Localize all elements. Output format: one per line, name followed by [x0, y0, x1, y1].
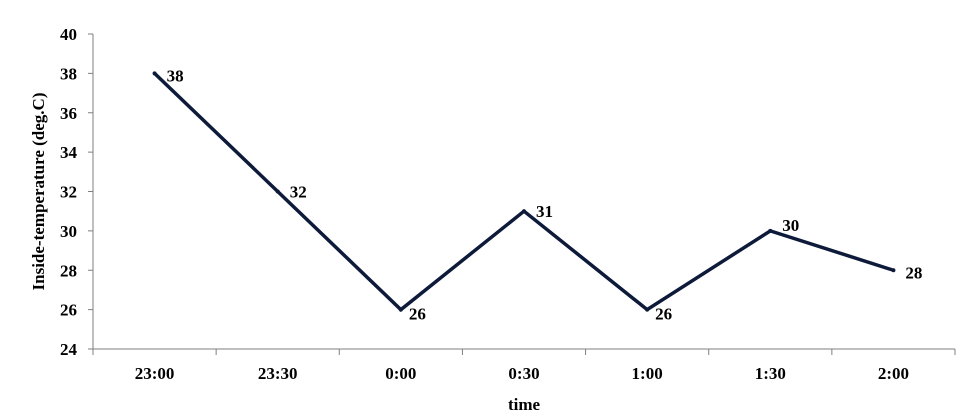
- data-label: 30: [782, 216, 799, 235]
- x-tick-label: 0:30: [508, 364, 539, 383]
- y-tick-label: 38: [60, 64, 77, 83]
- x-tick-label: 23:00: [135, 364, 175, 383]
- x-tick-label: 23:30: [258, 364, 298, 383]
- data-label: 31: [536, 202, 553, 221]
- y-tick-label: 28: [60, 261, 77, 280]
- series-layer: [152, 71, 896, 312]
- data-point: [398, 307, 403, 312]
- data-label: 26: [409, 305, 426, 324]
- data-label: 32: [290, 183, 307, 202]
- y-tick-label: 26: [60, 301, 77, 320]
- y-tick-label: 32: [60, 183, 77, 202]
- x-tick-label: 1:30: [755, 364, 786, 383]
- y-axis-title: Inside-temperature (deg.C): [29, 93, 48, 291]
- y-axis-ticks: 24 26 28 30 32 34 36 38 40: [60, 25, 93, 359]
- data-label: 26: [655, 305, 672, 324]
- data-point: [645, 307, 650, 312]
- data-label: 28: [905, 263, 922, 282]
- series-line: [153, 72, 894, 312]
- data-point: [152, 71, 157, 76]
- x-tick-label: 0:00: [385, 364, 416, 383]
- data-point: [522, 209, 526, 214]
- data-point: [768, 228, 773, 233]
- y-tick-label: 24: [60, 340, 78, 359]
- x-tick-label: 2:00: [878, 364, 909, 383]
- y-tick-label: 34: [60, 143, 78, 162]
- x-axis-ticks: 23:00 23:30 0:00 0:30 1:00 1:30 2:00: [92, 349, 956, 383]
- y-tick-label: 36: [60, 104, 77, 123]
- x-tick-label: 1:00: [632, 364, 663, 383]
- data-point: [891, 268, 896, 273]
- data-labels-layer: 38 32 26 31 26 30 28: [167, 66, 923, 323]
- data-label: 38: [167, 66, 184, 85]
- data-point: [275, 189, 280, 194]
- y-tick-label: 40: [60, 25, 77, 44]
- y-tick-label: 30: [60, 222, 77, 241]
- x-axis-title: time: [508, 395, 541, 414]
